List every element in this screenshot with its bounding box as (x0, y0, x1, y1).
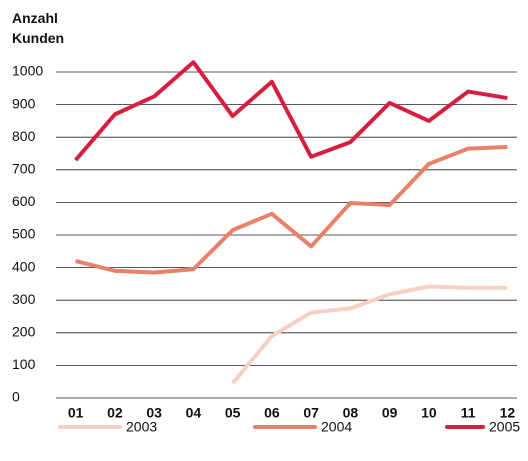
y-tick-label: 1000 (12, 63, 43, 79)
x-tick-label: 12 (500, 405, 516, 421)
y-tick-label: 400 (12, 258, 36, 274)
x-tick-label: 01 (68, 405, 84, 421)
x-tick-label: 09 (382, 405, 398, 421)
legend-label: 2005 (489, 419, 520, 435)
legend-label: 2003 (126, 419, 157, 435)
x-tick-label: 08 (343, 405, 359, 421)
x-tick-label: 05 (225, 405, 241, 421)
y-tick-label: 700 (12, 161, 36, 177)
y-tick-label: 800 (12, 128, 36, 144)
x-tick-label: 07 (303, 405, 319, 421)
x-tick-label: 06 (264, 405, 280, 421)
legend-label: 2004 (321, 419, 352, 435)
x-tick-label: 04 (186, 405, 202, 421)
x-tick-label: 03 (146, 405, 162, 421)
line-series (74, 60, 508, 162)
y-tick-label: 900 (12, 95, 36, 111)
x-tick-label: 02 (107, 405, 123, 421)
y-tick-label: 200 (12, 324, 36, 340)
y-tick-label: 300 (12, 291, 36, 307)
y-tick-label: 100 (12, 356, 36, 372)
x-tick-label: 11 (461, 405, 476, 421)
y-tick-label: 600 (12, 193, 36, 209)
chart-title: Anzahl Kunden (12, 10, 65, 46)
x-tick-label: 10 (421, 405, 437, 421)
line-series (75, 144, 508, 275)
line-series (231, 284, 508, 385)
y-tick-label: 500 (12, 226, 36, 242)
y-tick-label: 0 (12, 389, 20, 405)
